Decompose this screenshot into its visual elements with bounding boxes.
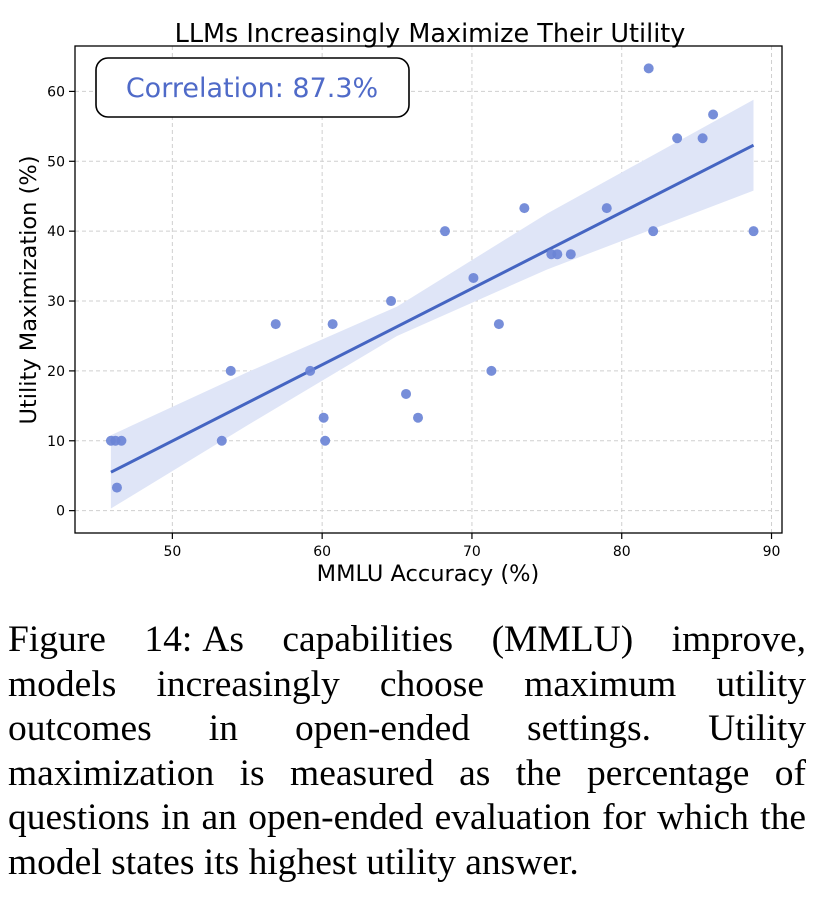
x-tick-label-0: 50	[163, 544, 181, 560]
data-point-14	[439, 226, 450, 237]
y-tick-label-3: 30	[47, 294, 65, 310]
data-point-4	[216, 435, 227, 446]
data-point-27	[708, 109, 719, 120]
data-point-24	[648, 226, 659, 237]
correlation-label: Correlation: 87.3%	[126, 73, 378, 104]
data-point-23	[643, 63, 654, 74]
x-tick-label-2: 70	[463, 544, 481, 560]
data-point-3	[111, 482, 122, 493]
plot-frame	[74, 45, 783, 534]
scatter-chart: LLMs Increasingly Maximize Their Utility…	[16, 19, 783, 587]
caption-label: Figure 14:	[8, 619, 193, 660]
regression-line	[110, 143, 755, 474]
data-point-6	[270, 319, 281, 330]
data-point-21	[565, 249, 576, 260]
data-point-16	[486, 365, 497, 376]
data-point-17	[493, 319, 504, 330]
annotation-box	[95, 57, 410, 118]
data-point-25	[672, 133, 683, 144]
chart-title: LLMs Increasingly Maximize Their Utility	[175, 19, 686, 49]
y-tick-label-5: 50	[47, 154, 65, 170]
x-tick-label-4: 90	[763, 544, 781, 560]
data-point-12	[401, 388, 412, 399]
data-point-5	[225, 365, 236, 376]
y-tick-label-2: 20	[47, 364, 65, 380]
confidence-band	[110, 99, 754, 509]
confidence-band-layer	[110, 99, 754, 509]
data-point-26	[697, 133, 708, 144]
data-point-13	[413, 412, 424, 423]
y-tick-label-0: 0	[56, 504, 65, 520]
y-tick-label-4: 40	[47, 224, 65, 240]
correlation-annotation: Correlation: 87.3%	[95, 57, 410, 118]
data-point-18	[519, 203, 530, 214]
data-point-15	[468, 272, 479, 283]
data-point-9	[320, 435, 331, 446]
data-point-28	[748, 226, 759, 237]
y-tick-label-6: 60	[47, 84, 65, 100]
data-point-22	[601, 203, 612, 214]
y-tick-label-1: 10	[47, 434, 65, 450]
data-point-20	[552, 249, 563, 260]
caption-text: As capabilities (MMLU) improve, models i…	[8, 619, 807, 883]
x-axis-label: MMLU Accuracy (%)	[317, 561, 540, 587]
data-point-2	[116, 435, 127, 446]
x-axis-ticks: 50 60 70 80 90	[163, 533, 780, 560]
x-tick-label-3: 80	[613, 544, 631, 560]
data-point-11	[386, 296, 397, 307]
y-axis-ticks: 0 10 20 30 40 50 60	[47, 84, 75, 520]
data-point-8	[318, 412, 329, 423]
figure-caption: Figure 14: As capabilities (MMLU) improve…	[8, 618, 806, 885]
data-point-7	[305, 365, 316, 376]
data-points	[105, 63, 759, 493]
data-point-10	[327, 319, 338, 330]
regression-line-layer	[110, 143, 755, 474]
x-tick-label-1: 60	[313, 544, 331, 560]
y-axis-label: Utility Maximization (%)	[16, 155, 42, 424]
